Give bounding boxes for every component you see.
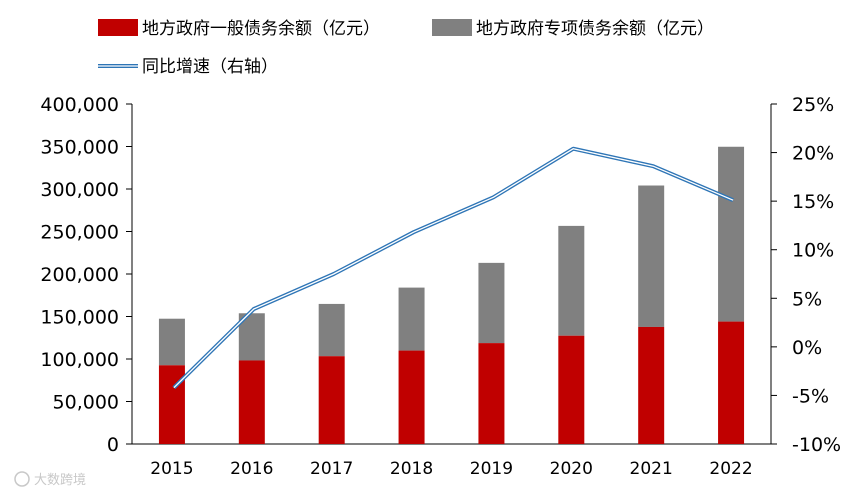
yoy-line-inner: [173, 148, 734, 389]
bar-general-debt-2020: [558, 335, 585, 444]
y-right-tick-label: 20%: [792, 143, 834, 165]
x-tick-label-2020: 2020: [550, 459, 593, 479]
legend-item-general-debt: 地方政府一般债务余额（亿元）: [98, 19, 380, 39]
y-left-tick-label: 50,000: [53, 392, 119, 414]
bar-special-debt-2018: [398, 287, 425, 351]
bar-general-debt-2017: [318, 356, 345, 444]
bar-general-debt-2021: [638, 326, 665, 444]
y-left-tick-label: 100,000: [40, 349, 119, 371]
x-tick-label-2015: 2015: [150, 459, 193, 479]
y-left-tick-label: 350,000: [40, 137, 119, 159]
bars: [158, 146, 745, 444]
y-left-tick-label: 300,000: [40, 179, 119, 201]
bar-special-debt-2015: [158, 318, 185, 366]
y-right-tick-label: 10%: [792, 240, 834, 262]
x-tick-label-2018: 2018: [390, 459, 433, 479]
y-left-tick-label: 250,000: [40, 222, 119, 244]
legend-item-special-debt: 地方政府专项债务余额（亿元）: [432, 19, 714, 39]
yoy-growth-line: [172, 146, 734, 390]
x-tick-label-2019: 2019: [470, 459, 513, 479]
y-right-tick-label: 5%: [792, 288, 822, 310]
y-left-tick-label: 400,000: [40, 94, 119, 116]
x-tick-label-2017: 2017: [310, 459, 353, 479]
x-tick-label-2022: 2022: [709, 459, 752, 479]
x-tick-label-2021: 2021: [630, 459, 673, 479]
bar-special-debt-2017: [318, 303, 345, 357]
y-left-tick-label: 0: [107, 434, 119, 456]
y-right-tick-label: -5%: [792, 385, 829, 407]
legend: 地方政府一般债务余额（亿元） 地方政府专项债务余额（亿元） 同比增速（右轴）: [98, 19, 714, 77]
legend-label-yoy-growth: 同比增速（右轴）: [142, 57, 278, 77]
y-right-tick-label: 15%: [792, 191, 834, 213]
watermark-logo-icon: [14, 471, 30, 487]
bar-general-debt-2019: [478, 343, 505, 444]
y-left-ticks: 0 50,000 100,000 150,000 200,000 250,000 300,0…: [40, 94, 132, 456]
y-right-ticks: -10% -5% 0% 5% 10% 15% 20% 25%: [771, 94, 841, 456]
watermark-text: 大数跨境: [34, 473, 86, 488]
legend-label-general-debt: 地方政府一般债务余额（亿元）: [142, 19, 380, 39]
bar-general-debt-2022: [718, 321, 745, 444]
bar-general-debt-2018: [398, 350, 425, 444]
y-right-tick-label: -10%: [792, 434, 841, 456]
y-right-tick-label: 0%: [792, 337, 822, 359]
bar-special-debt-2019: [478, 262, 505, 344]
watermark: 大数跨境: [14, 471, 86, 488]
x-tick-label-2016: 2016: [230, 459, 273, 479]
bar-general-debt-2016: [238, 360, 265, 444]
bar-special-debt-2021: [638, 185, 665, 327]
bar-general-debt-2015: [158, 365, 185, 444]
bar-special-debt-2020: [558, 225, 585, 336]
y-left-tick-label: 150,000: [40, 307, 119, 329]
legend-item-yoy-growth: 同比增速（右轴）: [98, 57, 278, 77]
bar-special-debt-2022: [718, 146, 745, 322]
legend-swatch-general-debt: [98, 19, 138, 36]
legend-swatch-special-debt: [432, 19, 472, 36]
y-right-tick-label: 25%: [792, 94, 834, 116]
y-left-tick-label: 200,000: [40, 264, 119, 286]
legend-label-special-debt: 地方政府专项债务余额（亿元）: [476, 19, 714, 39]
x-ticks: 2015 2016 2017 2018 2019 2020 2021 2022: [150, 459, 752, 479]
